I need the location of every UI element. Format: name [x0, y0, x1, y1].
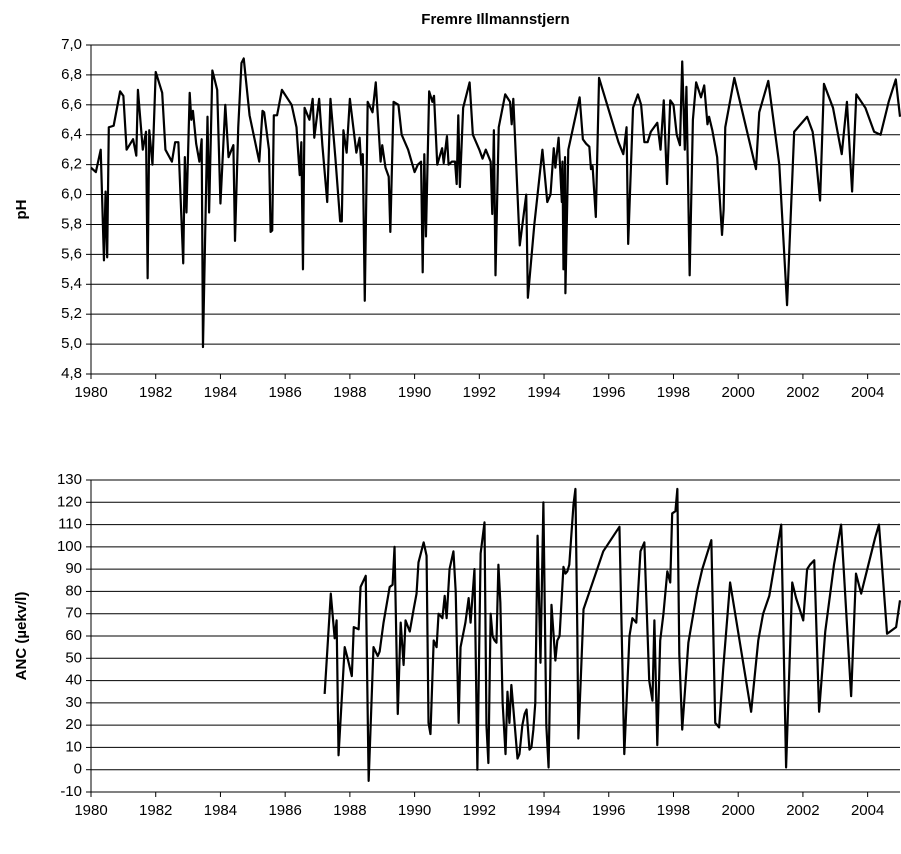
y-tick-label: 50 — [65, 649, 82, 666]
y-tick-label: 6,6 — [61, 96, 82, 113]
x-tick-label: 1982 — [139, 384, 172, 401]
x-tick-label: 1994 — [527, 802, 560, 819]
x-tick-label: 2000 — [722, 802, 755, 819]
x-tick-label: 1988 — [333, 384, 366, 401]
chart-title: Fremre Illmannstjern — [421, 11, 569, 28]
y-tick-label: 10 — [65, 738, 82, 755]
y-tick-label: 90 — [65, 560, 82, 577]
y-tick-label: 6,8 — [61, 66, 82, 83]
y-tick-label: 20 — [65, 716, 82, 733]
y-axis-label: ANC (µekv/l) — [13, 592, 30, 681]
y-tick-label: 5,2 — [61, 305, 82, 322]
x-tick-label: 1980 — [74, 802, 107, 819]
x-tick-label: 1984 — [204, 802, 237, 819]
x-tick-label: 1986 — [268, 802, 301, 819]
y-tick-label: 80 — [65, 582, 82, 599]
y-tick-label: 60 — [65, 627, 82, 644]
y-tick-label: 4,8 — [61, 365, 82, 382]
y-tick-label: 6,2 — [61, 156, 82, 173]
y-tick-label: 7,0 — [61, 36, 82, 53]
x-tick-label: 1990 — [398, 384, 431, 401]
x-tick-label: 1996 — [592, 384, 625, 401]
y-tick-label: 5,4 — [61, 275, 82, 292]
y-tick-label: 5,6 — [61, 245, 82, 262]
x-tick-label: 2000 — [722, 384, 755, 401]
y-tick-label: 0 — [74, 761, 82, 778]
y-tick-label: 5,8 — [61, 215, 82, 232]
x-tick-label: 1994 — [527, 384, 560, 401]
x-tick-label: 1998 — [657, 802, 690, 819]
x-tick-label: 1984 — [204, 384, 237, 401]
x-tick-label: 1996 — [592, 802, 625, 819]
y-tick-label: 130 — [57, 471, 82, 488]
y-tick-label: 100 — [57, 538, 82, 555]
data-line — [323, 487, 901, 782]
y-tick-label: 5,0 — [61, 335, 82, 352]
x-tick-label: 1992 — [463, 384, 496, 401]
x-tick-label: 1988 — [333, 802, 366, 819]
y-axis-label: pH — [13, 200, 30, 220]
x-tick-label: 1980 — [74, 384, 107, 401]
y-tick-label: 70 — [65, 605, 82, 622]
x-tick-label: 2004 — [851, 384, 884, 401]
x-tick-label: 1982 — [139, 802, 172, 819]
y-tick-label: 110 — [58, 516, 82, 533]
x-tick-label: 2004 — [851, 802, 884, 819]
y-tick-label: -10 — [60, 783, 82, 800]
x-tick-label: 1992 — [463, 802, 496, 819]
y-tick-label: 30 — [65, 694, 82, 711]
y-tick-label: 40 — [65, 672, 82, 689]
x-tick-label: 2002 — [786, 384, 819, 401]
x-tick-label: 1998 — [657, 384, 690, 401]
y-tick-label: 6,4 — [61, 126, 82, 143]
x-tick-label: 1990 — [398, 802, 431, 819]
data-line — [90, 57, 901, 349]
x-tick-label: 1986 — [268, 384, 301, 401]
x-tick-label: 2002 — [786, 802, 819, 819]
y-tick-label: 120 — [57, 493, 82, 510]
y-tick-label: 6,0 — [61, 186, 82, 203]
